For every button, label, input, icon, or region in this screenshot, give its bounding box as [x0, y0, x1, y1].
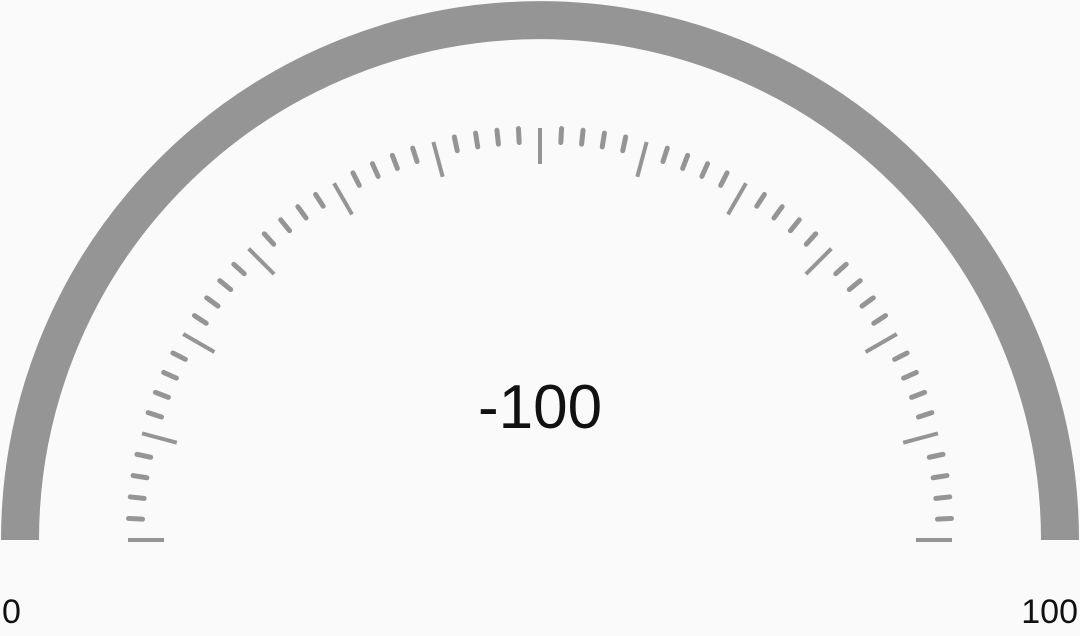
gauge-max-label: 100 [1021, 593, 1078, 631]
gauge-minor-tick [771, 204, 785, 221]
gauge-minor-tick [930, 473, 950, 481]
gauge-minor-tick [699, 161, 711, 179]
gauge-minor-tick [204, 295, 221, 309]
gauge-minor-tick [389, 152, 400, 171]
gauge-minor-tick [916, 410, 935, 420]
gauge-value-readout: -100 [477, 373, 603, 442]
gauge-minor-tick [295, 204, 309, 221]
gauge-minor-tick [191, 313, 209, 326]
gauge-minor-tick [515, 126, 522, 146]
gauge-minor-tick [127, 494, 147, 501]
gauge-major-tick [902, 431, 939, 445]
gauge-minor-tick [787, 217, 802, 234]
gauge-minor-tick [833, 261, 849, 277]
gauge-minor-tick [892, 350, 910, 362]
gauge-minor-tick [660, 145, 670, 164]
gauge-minor-tick [170, 350, 188, 362]
gauge-minor-tick [558, 126, 565, 146]
gauge-major-tick [635, 141, 649, 178]
gauge-minor-tick [909, 389, 928, 400]
gauge-minor-tick [130, 473, 150, 481]
gauge-major-tick [431, 141, 445, 178]
gauge-minor-tick [410, 145, 420, 164]
gauge-minor-tick [680, 152, 691, 171]
gauge-minor-tick [620, 134, 629, 154]
gauge-minor-tick [152, 389, 171, 400]
gauge-minor-tick [261, 231, 277, 247]
gauge-minor-tick [754, 191, 767, 209]
gauge-min-label: 0 [2, 593, 21, 631]
gauge-minor-tick [278, 217, 293, 234]
gauge-major-tick [182, 332, 216, 354]
gauge-minor-tick [473, 130, 481, 150]
gauge-minor-tick [803, 231, 819, 247]
gauge-minor-tick [217, 278, 234, 293]
gauge-major-tick [864, 332, 898, 354]
gauge-minor-tick [494, 127, 501, 147]
gauge-arc [1, 1, 1079, 541]
gauge-minor-tick [145, 410, 164, 420]
gauge-major-tick [726, 182, 748, 216]
gauge-minor-tick [846, 278, 863, 293]
gauge-minor-tick [451, 134, 460, 154]
gauge-major-tick [332, 182, 354, 216]
gauge-minor-tick [134, 451, 154, 460]
gauge-scale [126, 126, 954, 542]
gauge-minor-tick [161, 369, 179, 381]
gauge-major-tick [804, 247, 833, 276]
gauge-minor-tick [933, 494, 953, 501]
gauge-minor-tick [718, 170, 730, 188]
gauge-minor-tick [313, 191, 326, 209]
gauge-minor-tick [934, 515, 954, 522]
gauge-major-tick [141, 431, 178, 445]
gauge-minor-tick [126, 515, 146, 522]
gauge-minor-tick [599, 130, 607, 150]
gauge-minor-tick [901, 369, 919, 381]
gauge-major-tick [247, 247, 276, 276]
gauge-minor-tick [579, 127, 586, 147]
gauge-minor-tick [231, 261, 247, 277]
gauge-minor-tick [350, 170, 362, 188]
gauge-minor-tick [859, 295, 876, 309]
gauge-minor-tick [871, 313, 889, 326]
gauge-minor-tick [926, 451, 946, 460]
gauge-minor-tick [369, 161, 381, 179]
